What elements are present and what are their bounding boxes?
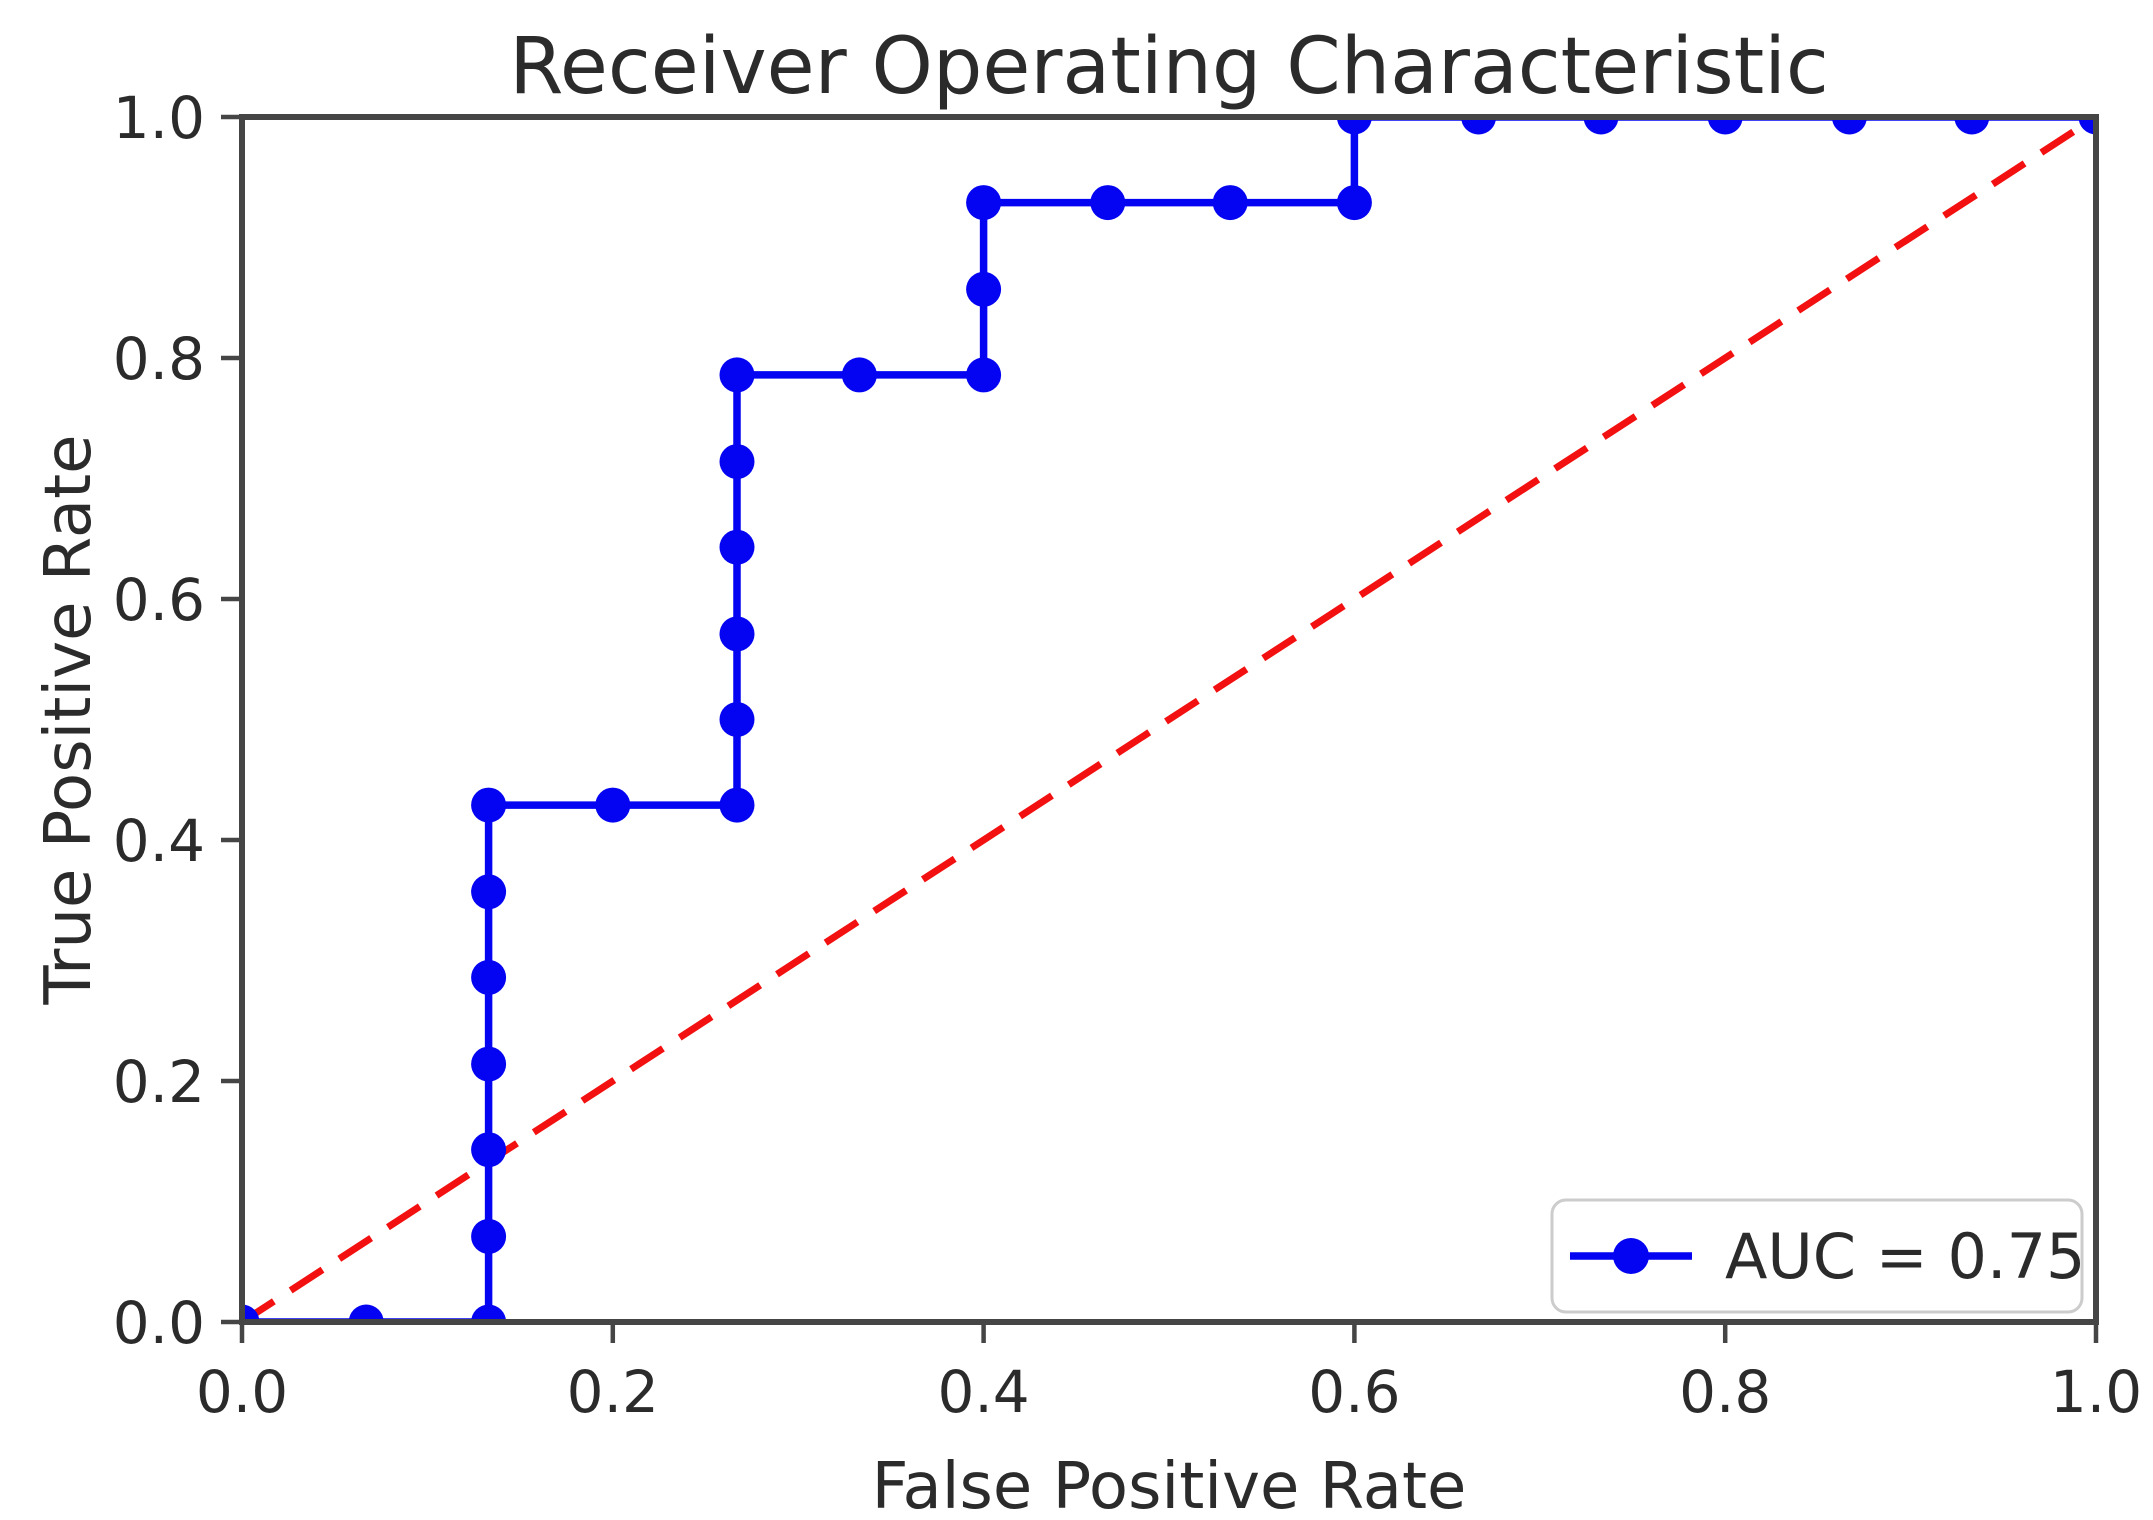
- legend-box: [1550, 1198, 2084, 1314]
- x-axis-tick-label: 0.8: [1679, 1358, 1771, 1426]
- roc-curve-marker: [719, 616, 755, 652]
- roc-curve-marker: [1831, 117, 1867, 135]
- roc-curve-marker: [1583, 117, 1619, 135]
- roc-curve-marker: [471, 787, 507, 823]
- roc-curve-marker: [471, 1218, 507, 1254]
- roc-curve-marker: [1461, 117, 1497, 135]
- roc-curve-marker: [595, 787, 631, 823]
- x-axis-tick-label: 0.0: [196, 1358, 288, 1426]
- roc-curve-marker: [719, 529, 755, 565]
- roc-curve-marker: [1707, 117, 1743, 135]
- plot-border: [239, 114, 2099, 1325]
- roc-curve-marker: [719, 357, 755, 393]
- roc-curve-marker: [2078, 117, 2096, 135]
- x-axis-label: False Positive Rate: [872, 1450, 1467, 1520]
- axis-ticks-layer: 0.0 0.2 0.4 0.6 0.8 1.0 0.0 0.2 0.4 0.6 0.8 1.0: [113, 84, 2142, 1426]
- plot-series-layer: [242, 117, 2096, 1322]
- roc-curve-marker: [719, 702, 755, 737]
- roc-curve-marker: [471, 959, 507, 995]
- x-axis-tick-label: 0.4: [937, 1358, 1029, 1426]
- roc-curve-marker: [1336, 117, 1372, 135]
- roc-curve-marker: [471, 874, 507, 910]
- roc-curve-marker: [719, 787, 755, 823]
- roc-curve-marker: [471, 1304, 507, 1322]
- roc-curve-marker: [966, 357, 1002, 393]
- legend-label: AUC = 0.75: [1725, 1220, 2086, 1293]
- x-axis-tick-label: 0.6: [1308, 1358, 1400, 1426]
- y-axis-tick-label: 0.4: [113, 807, 205, 875]
- roc-curve-marker: [1336, 185, 1372, 221]
- y-axis-label: True Positive Rate: [32, 434, 106, 1005]
- roc-curve-marker: [719, 444, 755, 480]
- y-axis-tick-label: 0.2: [113, 1048, 205, 1116]
- x-axis-tick-label: 1.0: [2050, 1358, 2142, 1426]
- chart-title: Receiver Operating Characteristic: [509, 22, 1829, 112]
- roc-curve-marker: [348, 1304, 384, 1322]
- roc-curve-marker: [242, 1304, 260, 1322]
- roc-curve-marker: [966, 271, 1002, 307]
- roc-curve-marker: [1954, 117, 1990, 135]
- x-axis-tick-label: 0.2: [567, 1358, 659, 1426]
- y-axis-tick-label: 0.0: [113, 1289, 205, 1357]
- legend: AUC = 0.75: [1550, 1198, 2086, 1314]
- roc-curve-marker: [841, 357, 877, 393]
- legend-marker: [1613, 1238, 1649, 1274]
- y-axis-tick-label: 0.8: [113, 325, 205, 393]
- chance-diagonal-line: [242, 117, 2096, 1322]
- y-axis-tick-label: 0.6: [113, 566, 205, 634]
- roc-curve-marker: [1212, 185, 1248, 221]
- roc-curve-marker: [471, 1132, 507, 1168]
- roc-curve-marker: [471, 1046, 507, 1082]
- roc-curve-marker: [966, 185, 1002, 221]
- roc-curve-marker: [1090, 185, 1126, 221]
- y-axis-tick-label: 1.0: [113, 84, 205, 152]
